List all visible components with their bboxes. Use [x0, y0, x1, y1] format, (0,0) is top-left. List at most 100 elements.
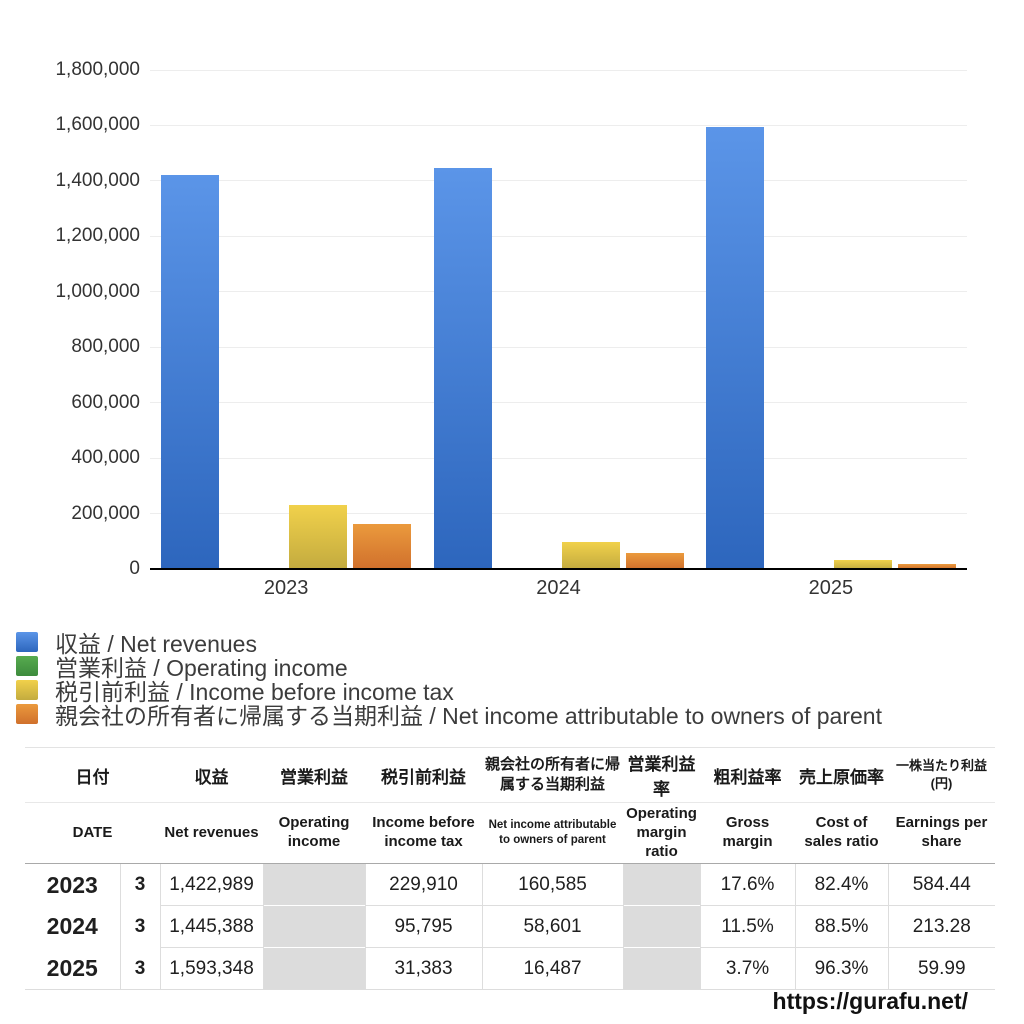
- legend-label: 収益 / Net revenues: [55, 631, 257, 657]
- bar-income-before-income-tax-2023: [289, 505, 348, 569]
- cell-net-revenues: 1,445,388: [159, 905, 263, 948]
- column-header-jp-4: 親会社の所有者に帰属する当期利益: [482, 747, 623, 803]
- cell-gross-margin: 11.5%: [699, 905, 795, 948]
- cell-net-income: 16,487: [481, 947, 623, 991]
- cell-month: 3: [119, 947, 160, 991]
- y-axis-tick-label: 1,400,000: [55, 169, 140, 191]
- cell-net-income: 160,585: [481, 863, 623, 906]
- legend-label: 税引前利益 / Income before income tax: [55, 679, 454, 705]
- cell-gross-margin: 17.6%: [699, 863, 795, 906]
- column-header-jp-5: 営業利益率: [623, 747, 700, 803]
- y-axis-tick-label: 1,800,000: [55, 59, 140, 80]
- chart-legend: 収益 / Net revenues 営業利益 / Operating income…: [16, 630, 882, 729]
- legend-swatch-net-income-owners-of-parent: [16, 704, 38, 724]
- column-header-jp-0: 日付: [25, 747, 160, 803]
- table-header: 日付 収益 営業利益 税引前利益 親会社の所有者に帰属する当期利益 営業利益率 粗利益率 売上…: [25, 747, 995, 865]
- column-header-jp-7: 売上原価率: [795, 747, 888, 803]
- cell-month: 3: [119, 863, 160, 906]
- cell-net-revenues: 1,593,348: [159, 947, 263, 991]
- legend-label: 親会社の所有者に帰属する当期利益 / Net income attributab…: [55, 703, 882, 729]
- legend-item-income-before-income-tax: 税引前利益 / Income before income tax: [16, 678, 882, 705]
- bar-net-revenues-2023: [161, 174, 220, 569]
- column-header-en-4: Net income attributable to owners of par…: [482, 802, 623, 865]
- bar-income-before-income-tax-2025: [833, 560, 892, 569]
- cell-operating-margin: [622, 947, 700, 991]
- y-axis-tick-label: 1,600,000: [55, 114, 140, 136]
- gridline: [150, 291, 967, 293]
- x-axis-tick-label: 2024: [536, 577, 581, 599]
- gridline: [150, 180, 967, 182]
- site-url: https://gurafu.net/: [772, 988, 968, 1014]
- table-row-2025: 2025 3 1,593,348 31,383 16,487 3.7% 96.3% 59.99: [25, 947, 995, 991]
- column-header-en-8: Earnings per share: [888, 802, 995, 865]
- cell-year: 2024: [46, 913, 98, 940]
- legend-item-net-income-owners-of-parent: 親会社の所有者に帰属する当期利益 / Net income attributab…: [16, 702, 882, 729]
- table-body: 2023 3 1,422,989 229,910 160,585 17.6% 82.4% 58…: [25, 863, 995, 991]
- y-axis-tick-label: 0: [129, 558, 140, 579]
- legend-label: 営業利益 / Operating income: [55, 655, 348, 681]
- column-header-en-1: Net revenues: [160, 802, 263, 865]
- column-header-en-6: Gross margin: [700, 802, 795, 865]
- column-header-en-2: Operating income: [263, 802, 365, 865]
- y-axis-tick-label: 1,000,000: [55, 280, 140, 302]
- cell-year: 2023: [46, 871, 98, 898]
- table-row-2023: 2023 3 1,422,989 229,910 160,585 17.6% 82.4% 58…: [25, 863, 995, 906]
- cell-income-before-tax: 229,910: [364, 863, 482, 906]
- cell-eps: 584.44: [887, 863, 995, 906]
- bar-net-revenues-2024: [433, 168, 492, 569]
- bar-income-before-income-tax-2024: [561, 542, 620, 569]
- financial-data-table: 日付 収益 営業利益 税引前利益 親会社の所有者に帰属する当期利益 営業利益率 粗利益率 売上…: [25, 747, 995, 991]
- cell-income-before-tax: 95,795: [364, 905, 482, 948]
- cell-eps: 213.28: [887, 905, 995, 948]
- cell-cost-of-sales: 96.3%: [794, 947, 888, 991]
- gridline: [150, 457, 967, 459]
- gridline: [150, 235, 967, 237]
- y-axis-tick-label: 800,000: [71, 336, 140, 358]
- legend-swatch-net-revenues: [16, 632, 38, 652]
- column-header-en-5: Operating margin ratio: [623, 802, 700, 865]
- x-axis-tick-label: 2025: [808, 577, 854, 599]
- table-row-2024: 2024 3 1,445,388 95,795 58,601 11.5% 88.5% 213.…: [25, 905, 995, 948]
- y-axis-tick-label: 200,000: [71, 502, 140, 524]
- gridline: [150, 124, 967, 126]
- cell-net-income: 58,601: [481, 905, 623, 948]
- bar-net-income-owners-of-parent-2024: [625, 552, 684, 569]
- y-axis-tick-label: 600,000: [71, 391, 140, 413]
- cell-operating-margin: [622, 905, 700, 948]
- gridline: [150, 513, 967, 515]
- cell-cost-of-sales: 88.5%: [794, 905, 888, 948]
- gridline: [150, 69, 967, 71]
- column-header-en-7: Cost of sales ratio: [795, 802, 888, 865]
- cell-operating-income: [262, 905, 365, 948]
- x-axis-tick-label: 2023: [263, 577, 309, 599]
- cell-operating-margin: [622, 863, 700, 906]
- cell-net-revenues: 1,422,989: [159, 863, 263, 906]
- y-axis-tick-label: 1,200,000: [55, 225, 140, 247]
- cell-operating-income: [262, 947, 365, 991]
- cell-year: 2025: [25, 947, 120, 991]
- column-header-jp-8: 一株当たり利益(円): [888, 747, 995, 803]
- x-axis-line: [150, 568, 967, 570]
- cell-cost-of-sales: 82.4%: [794, 863, 888, 906]
- column-header-en-3: Income before income tax: [365, 802, 482, 865]
- cell-eps: 59.99: [887, 947, 995, 991]
- y-axis-tick-label: 400,000: [71, 447, 140, 469]
- column-header-jp-6: 粗利益率: [700, 747, 795, 803]
- bar-net-income-owners-of-parent-2023: [353, 524, 412, 569]
- column-header-en-0: DATE: [25, 802, 160, 865]
- cell-income-before-tax: 31,383: [364, 947, 482, 991]
- legend-item-operating-income: 営業利益 / Operating income: [16, 654, 882, 681]
- cell-gross-margin: 3.7%: [699, 947, 795, 991]
- gridline: [150, 346, 967, 348]
- column-header-jp-1: 収益: [160, 747, 263, 803]
- bar-net-income-owners-of-parent-2025: [897, 564, 956, 569]
- legend-item-net-revenues: 収益 / Net revenues: [16, 630, 882, 657]
- legend-swatch-operating-income: [16, 656, 38, 676]
- column-header-jp-2: 営業利益: [263, 747, 365, 803]
- bar-net-revenues-2025: [705, 127, 764, 569]
- cell-month: 3: [119, 905, 160, 948]
- column-header-jp-3: 税引前利益: [365, 747, 482, 803]
- legend-swatch-income-before-income-tax: [16, 680, 38, 700]
